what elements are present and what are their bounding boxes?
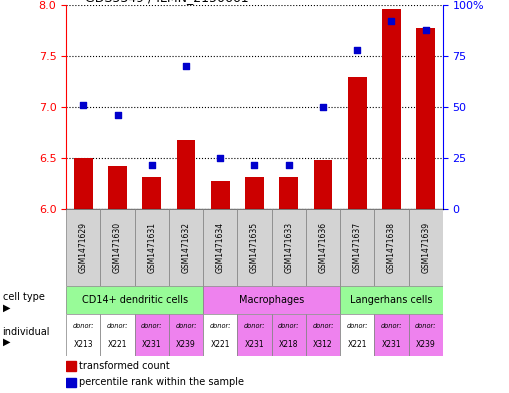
- Bar: [100, 209, 135, 286]
- Text: GSM1471638: GSM1471638: [387, 222, 396, 273]
- Text: donor:: donor:: [415, 323, 436, 329]
- Text: GSM1471629: GSM1471629: [79, 222, 88, 273]
- Text: GSM1471639: GSM1471639: [421, 222, 430, 274]
- Text: X231: X231: [142, 340, 161, 349]
- Bar: [203, 314, 237, 356]
- Text: GSM1471631: GSM1471631: [147, 222, 156, 273]
- Bar: [100, 314, 135, 356]
- Text: donor:: donor:: [73, 323, 94, 329]
- Text: cell type: cell type: [3, 292, 44, 302]
- Text: GSM1471630: GSM1471630: [113, 222, 122, 274]
- Text: GSM1471633: GSM1471633: [284, 222, 293, 274]
- Text: X218: X218: [279, 340, 298, 349]
- Text: donor:: donor:: [381, 323, 402, 329]
- Bar: [143, 177, 161, 209]
- Text: X231: X231: [245, 340, 264, 349]
- Point: [421, 26, 430, 33]
- Bar: [382, 9, 401, 209]
- Text: X221: X221: [211, 340, 230, 349]
- Bar: [409, 209, 443, 286]
- Bar: [374, 314, 409, 356]
- Bar: [177, 140, 195, 209]
- Bar: [306, 209, 340, 286]
- Text: donor:: donor:: [141, 323, 162, 329]
- Text: GSM1471635: GSM1471635: [250, 222, 259, 274]
- Bar: [203, 209, 237, 286]
- Text: CD14+ dendritic cells: CD14+ dendritic cells: [81, 295, 188, 305]
- Text: donor:: donor:: [210, 323, 231, 329]
- Bar: [340, 314, 374, 356]
- Bar: [237, 314, 272, 356]
- Text: donor:: donor:: [175, 323, 197, 329]
- Bar: [66, 286, 203, 314]
- Text: X213: X213: [73, 340, 93, 349]
- Text: individual: individual: [3, 327, 50, 337]
- Text: X312: X312: [313, 340, 333, 349]
- Text: Macrophages: Macrophages: [239, 295, 304, 305]
- Point: [182, 63, 190, 70]
- Bar: [135, 209, 169, 286]
- Bar: [245, 177, 264, 209]
- Point: [216, 155, 224, 162]
- Text: transformed count: transformed count: [79, 361, 170, 371]
- Point: [319, 104, 327, 110]
- Bar: [340, 286, 443, 314]
- Text: Langerhans cells: Langerhans cells: [350, 295, 433, 305]
- Bar: [169, 209, 203, 286]
- Text: donor:: donor:: [278, 323, 299, 329]
- Text: ▶: ▶: [3, 302, 10, 312]
- Bar: [66, 209, 100, 286]
- Bar: [314, 160, 332, 209]
- Point: [114, 112, 122, 119]
- Text: donor:: donor:: [312, 323, 334, 329]
- Point: [79, 102, 88, 108]
- Point: [387, 18, 395, 25]
- Bar: [66, 314, 100, 356]
- Bar: [169, 314, 203, 356]
- Bar: [66, 361, 75, 371]
- Bar: [74, 158, 93, 209]
- Bar: [108, 165, 127, 209]
- Point: [148, 162, 156, 168]
- Bar: [135, 314, 169, 356]
- Text: X221: X221: [108, 340, 127, 349]
- Bar: [272, 314, 306, 356]
- Text: donor:: donor:: [347, 323, 368, 329]
- Text: GSM1471632: GSM1471632: [182, 222, 190, 273]
- Text: donor:: donor:: [244, 323, 265, 329]
- Bar: [306, 314, 340, 356]
- Bar: [211, 181, 230, 209]
- Bar: [348, 77, 366, 209]
- Bar: [340, 209, 374, 286]
- Text: percentile rank within the sample: percentile rank within the sample: [79, 377, 244, 387]
- Bar: [374, 209, 409, 286]
- Bar: [279, 177, 298, 209]
- Bar: [237, 209, 272, 286]
- Text: GDS5349 / ILMN_2150661: GDS5349 / ILMN_2150661: [85, 0, 248, 4]
- Text: GSM1471634: GSM1471634: [216, 222, 225, 274]
- Bar: [409, 314, 443, 356]
- Text: GSM1471636: GSM1471636: [319, 222, 327, 274]
- Text: donor:: donor:: [107, 323, 128, 329]
- Text: X231: X231: [382, 340, 401, 349]
- Text: GSM1471637: GSM1471637: [353, 222, 362, 274]
- Bar: [66, 378, 75, 387]
- Bar: [203, 286, 340, 314]
- Bar: [272, 209, 306, 286]
- Point: [250, 162, 259, 168]
- Text: X221: X221: [348, 340, 367, 349]
- Text: ▶: ▶: [3, 337, 10, 347]
- Point: [285, 162, 293, 168]
- Text: X239: X239: [176, 340, 196, 349]
- Bar: [416, 28, 435, 209]
- Text: X239: X239: [416, 340, 436, 349]
- Point: [353, 47, 361, 53]
